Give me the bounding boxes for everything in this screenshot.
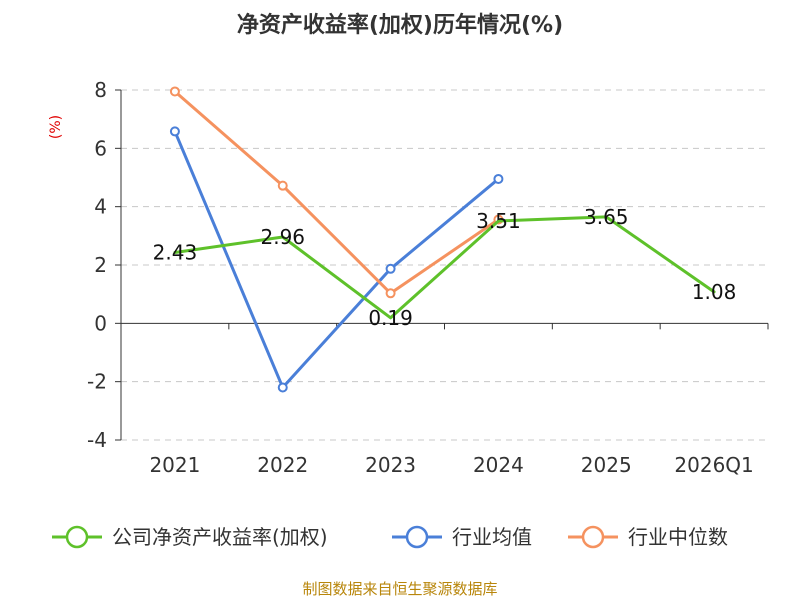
- legend-item: 公司净资产收益率(加权): [52, 525, 328, 549]
- y-tick-label: 4: [94, 195, 107, 219]
- x-tick-label: 2022: [257, 453, 308, 477]
- series-point: [493, 173, 504, 184]
- y-tick-labels: -4 -2 0 2 4 6 8: [87, 78, 107, 452]
- legend-item: 行业均值: [392, 525, 532, 549]
- legend-label: 行业均值: [452, 525, 532, 549]
- data-label: 1.08: [692, 280, 737, 304]
- y-tick-label: 8: [94, 78, 107, 102]
- data-label: 0.19: [368, 306, 413, 330]
- chart-title: 净资产收益率(加权)历年情况(%): [237, 12, 563, 38]
- axes: [115, 89, 769, 441]
- y-tick-label: -2: [87, 370, 107, 394]
- series-line: [173, 129, 500, 389]
- legend-label: 行业中位数: [628, 525, 728, 549]
- y-tick-label: -4: [87, 428, 107, 452]
- y-tick-label: 0: [94, 311, 107, 335]
- data-labels: 2.43 2.96 0.19 3.51 3.65 1.08: [153, 205, 737, 330]
- x-tick-label: 2021: [149, 453, 200, 477]
- source-note: 制图数据来自恒生聚源数据库: [302, 580, 497, 598]
- series-line: [173, 215, 716, 320]
- x-tick-label: 2024: [473, 453, 524, 477]
- legend-swatch-marker: [405, 525, 429, 549]
- series-point: [385, 288, 396, 299]
- x-tick-label: 2023: [365, 453, 416, 477]
- data-label: 3.65: [584, 205, 629, 229]
- legend-swatch-marker: [65, 525, 89, 549]
- x-tick-label: 2025: [581, 453, 632, 477]
- series-point: [277, 382, 288, 393]
- series-line: [173, 89, 500, 295]
- legend-swatch-marker: [581, 525, 605, 549]
- data-label: 3.51: [476, 209, 521, 233]
- series-lines: [169, 86, 716, 393]
- y-axis-unit: (%): [48, 115, 64, 139]
- y-tick-label: 6: [94, 136, 107, 160]
- legend-label: 公司净资产收益率(加权): [112, 525, 328, 549]
- y-tick-label: 2: [94, 253, 107, 277]
- data-label: 2.96: [260, 225, 305, 249]
- x-tick-labels: 2021 2022 2023 2024 2025 2026Q1: [149, 453, 753, 477]
- series-point: [385, 263, 396, 274]
- legend: 公司净资产收益率(加权) 行业均值 行业中位数: [52, 525, 728, 549]
- legend-item: 行业中位数: [568, 525, 728, 549]
- grid-lines: [121, 89, 768, 441]
- series-point: [277, 180, 288, 191]
- data-label: 2.43: [153, 240, 198, 264]
- x-tick-label: 2026Q1: [674, 453, 753, 477]
- series-point: [169, 86, 180, 97]
- series-point: [169, 126, 180, 137]
